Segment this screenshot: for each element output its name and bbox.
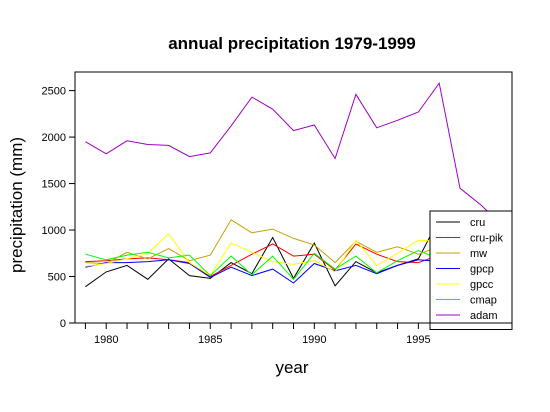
y-tick-label: 2000 [42, 132, 66, 144]
x-tick-label: 1995 [406, 334, 430, 346]
x-tick-label: 1990 [302, 334, 326, 346]
y-tick-label: 500 [48, 272, 66, 284]
x-tick-label: 1980 [94, 334, 118, 346]
series-line-gpcc [85, 233, 440, 277]
legend-box [429, 210, 513, 330]
legend-label-cru: cru [470, 217, 485, 229]
y-tick-label: 0 [60, 318, 66, 330]
legend: cru cru-pik mw gpcp gpcc cmap adam [429, 210, 513, 330]
series-line-gpcp [85, 259, 440, 284]
plot-frame [74, 71, 513, 324]
legend-label-mw: mw [470, 248, 487, 260]
chart-title: annual precipitation 1979-1999 [168, 34, 416, 53]
plot-lines [85, 81, 502, 288]
y-tick-label: 2500 [42, 86, 66, 98]
legend-label-gpcp: gpcp [470, 264, 494, 276]
legend-label-gpcc: gpcc [470, 279, 494, 291]
series-line-cmap [85, 249, 440, 281]
y-axis-label: precipitation (mm) [7, 137, 26, 273]
series-line-cru [85, 218, 440, 288]
x-axis-label: year [275, 358, 308, 377]
y-tick-label: 1000 [42, 225, 66, 237]
series-line-adam [85, 81, 502, 225]
legend-label-adam: adam [470, 310, 498, 322]
y-tick-label: 1500 [42, 179, 66, 191]
legend-label-cru-pik: cru-pik [470, 233, 504, 245]
legend-label-cmap: cmap [470, 295, 497, 307]
axes: 1980 1985 1990 1995 0 500 1000 1500 2000 2500 [42, 86, 503, 346]
series-line-mw [85, 219, 440, 265]
x-tick-label: 1985 [198, 334, 222, 346]
